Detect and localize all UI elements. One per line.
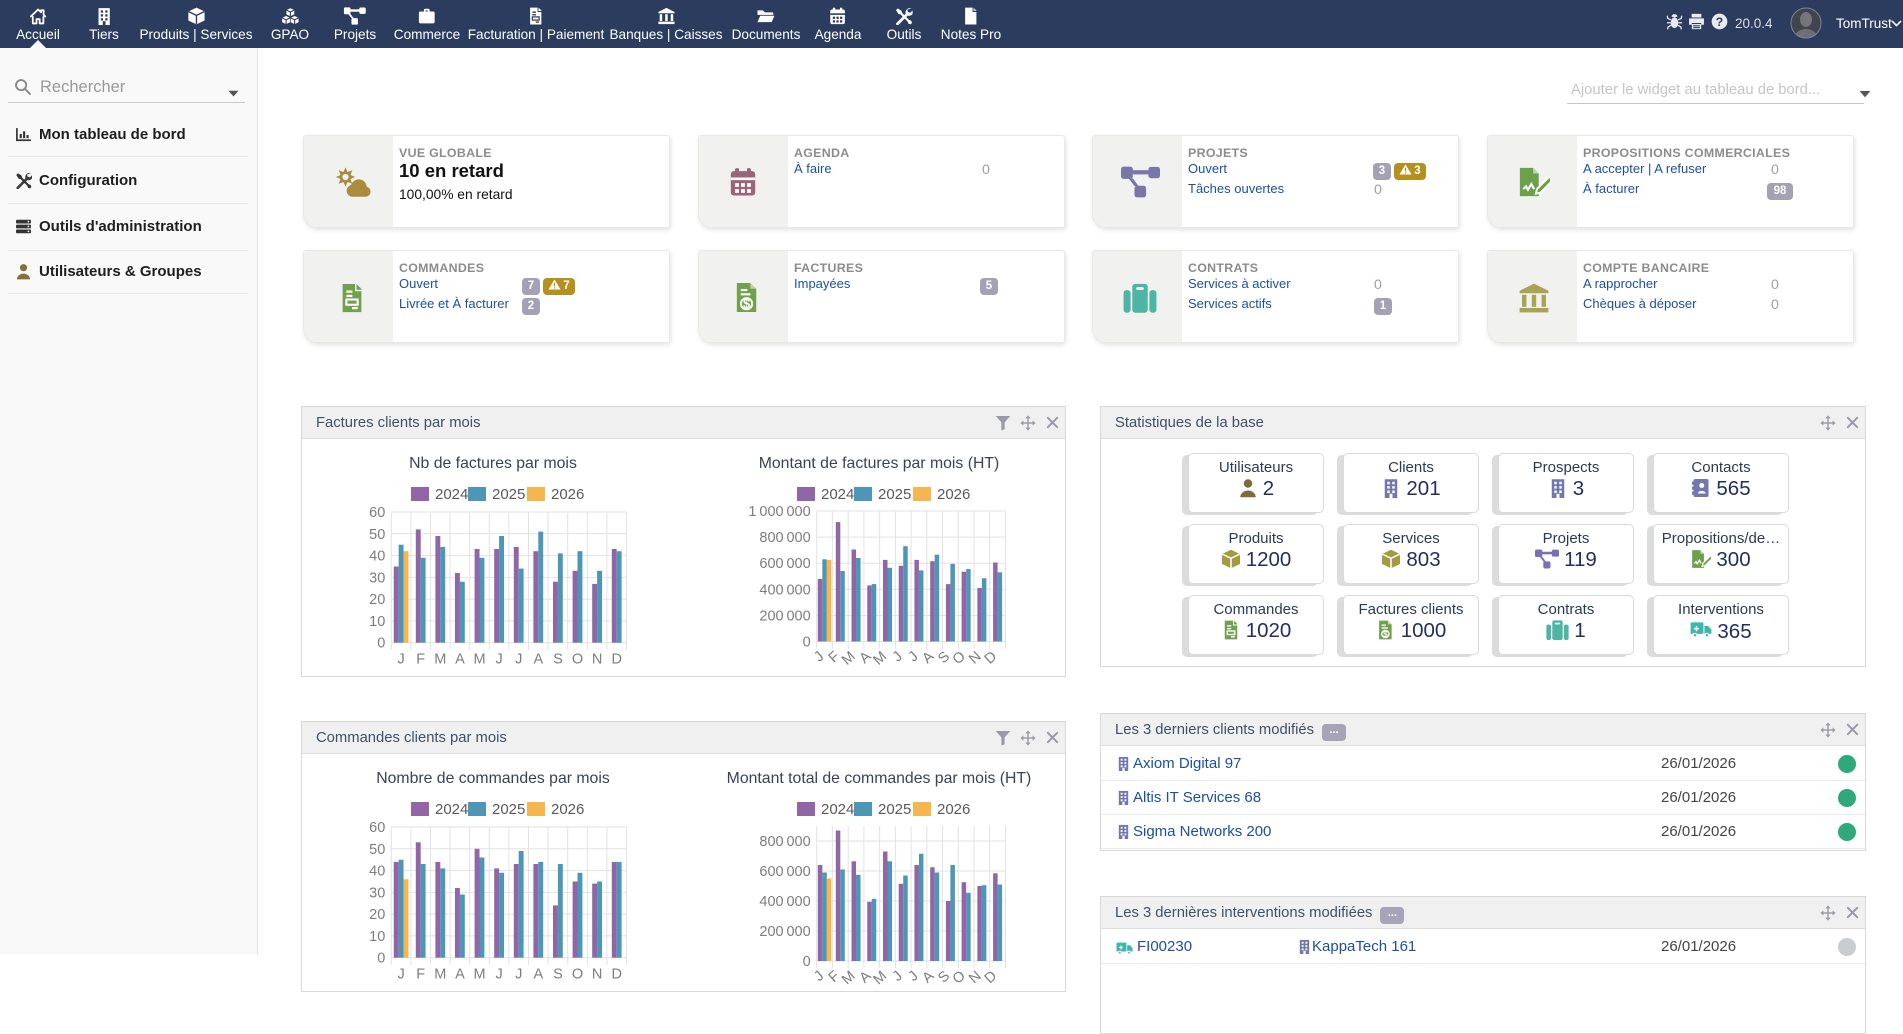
- svg-text:J: J: [515, 652, 522, 668]
- svg-text:J: J: [397, 967, 404, 983]
- svg-text:J: J: [495, 967, 502, 983]
- svg-text:0: 0: [377, 951, 385, 967]
- svg-text:0: 0: [803, 635, 811, 651]
- svg-text:M: M: [870, 968, 890, 988]
- svg-text:200 000: 200 000: [759, 924, 810, 940]
- svg-text:O: O: [572, 967, 583, 983]
- svg-text:J: J: [515, 967, 522, 983]
- svg-text:N: N: [592, 967, 602, 983]
- svg-text:0: 0: [803, 954, 811, 970]
- svg-text:S: S: [553, 967, 563, 983]
- svg-text:40: 40: [369, 549, 385, 565]
- svg-text:A: A: [533, 652, 543, 668]
- svg-text:Nb de factures par mois: Nb de factures par mois: [409, 455, 577, 472]
- svg-text:30: 30: [369, 570, 385, 586]
- svg-text:2025: 2025: [492, 486, 525, 503]
- svg-text:50: 50: [369, 527, 385, 543]
- svg-text:O: O: [950, 649, 969, 668]
- svg-text:Montant de factures par mois (: Montant de factures par mois (HT): [759, 455, 1000, 472]
- svg-text:2025: 2025: [878, 486, 911, 503]
- svg-text:2026: 2026: [551, 801, 584, 818]
- svg-text:$: $: [743, 296, 750, 311]
- svg-text:N: N: [966, 649, 984, 668]
- svg-text:F: F: [416, 967, 425, 983]
- svg-text:D: D: [611, 652, 621, 668]
- svg-text:J: J: [890, 968, 906, 985]
- svg-text:$: $: [1383, 630, 1388, 639]
- svg-text:Montant total de commandes par: Montant total de commandes par mois (HT): [727, 770, 1032, 787]
- svg-text:20: 20: [369, 907, 385, 923]
- svg-text:800 000: 800 000: [759, 834, 810, 850]
- svg-text:2024: 2024: [435, 486, 468, 503]
- svg-text:A: A: [533, 967, 543, 983]
- svg-text:0: 0: [377, 636, 385, 652]
- svg-text:60: 60: [369, 505, 385, 521]
- svg-text:M: M: [839, 649, 859, 669]
- svg-text:1 000 000: 1 000 000: [748, 504, 810, 520]
- svg-text:?: ?: [1716, 15, 1723, 29]
- svg-text:400 000: 400 000: [759, 894, 810, 910]
- svg-text:600 000: 600 000: [759, 864, 810, 880]
- svg-text:D: D: [611, 967, 621, 983]
- svg-text:N: N: [592, 652, 602, 668]
- svg-text:200 000: 200 000: [759, 608, 810, 624]
- svg-text:2026: 2026: [937, 801, 970, 818]
- svg-text:600 000: 600 000: [759, 556, 810, 572]
- svg-text:J: J: [811, 649, 827, 666]
- svg-text:M: M: [839, 968, 859, 988]
- svg-text:D: D: [982, 649, 1000, 668]
- svg-text:N: N: [966, 968, 984, 987]
- svg-text:2026: 2026: [937, 486, 970, 503]
- svg-text:A: A: [455, 967, 465, 983]
- svg-text:60: 60: [369, 820, 385, 836]
- svg-text:A: A: [919, 968, 937, 987]
- svg-text:2026: 2026: [551, 486, 584, 503]
- svg-text:M: M: [473, 652, 485, 668]
- svg-text:J: J: [811, 968, 827, 985]
- svg-text:A: A: [455, 652, 465, 668]
- svg-text:2024: 2024: [821, 801, 854, 818]
- svg-text:S: S: [553, 652, 563, 668]
- svg-text:20: 20: [369, 592, 385, 608]
- svg-text:J: J: [905, 968, 921, 985]
- svg-text:Nombre de commandes par mois: Nombre de commandes par mois: [376, 770, 610, 787]
- svg-text:F: F: [416, 652, 425, 668]
- svg-text:50: 50: [369, 842, 385, 858]
- svg-text:M: M: [870, 649, 890, 669]
- svg-text:10: 10: [369, 614, 385, 630]
- svg-text:2024: 2024: [821, 486, 854, 503]
- svg-text:10: 10: [369, 929, 385, 945]
- svg-text:2025: 2025: [878, 801, 911, 818]
- svg-text:M: M: [434, 652, 446, 668]
- svg-text:J: J: [905, 649, 921, 666]
- svg-text:A: A: [919, 648, 937, 667]
- svg-text:M: M: [434, 967, 446, 983]
- svg-text:O: O: [950, 968, 969, 987]
- svg-text:800 000: 800 000: [759, 530, 810, 546]
- svg-text:D: D: [982, 968, 1000, 987]
- svg-text:2025: 2025: [492, 801, 525, 818]
- svg-text:M: M: [473, 967, 485, 983]
- svg-text:2024: 2024: [435, 801, 468, 818]
- svg-text:J: J: [890, 649, 906, 666]
- svg-text:J: J: [397, 652, 404, 668]
- svg-text:30: 30: [369, 885, 385, 901]
- svg-text:J: J: [495, 652, 502, 668]
- svg-text:400 000: 400 000: [759, 582, 810, 598]
- svg-text:O: O: [572, 652, 583, 668]
- svg-text:40: 40: [369, 864, 385, 880]
